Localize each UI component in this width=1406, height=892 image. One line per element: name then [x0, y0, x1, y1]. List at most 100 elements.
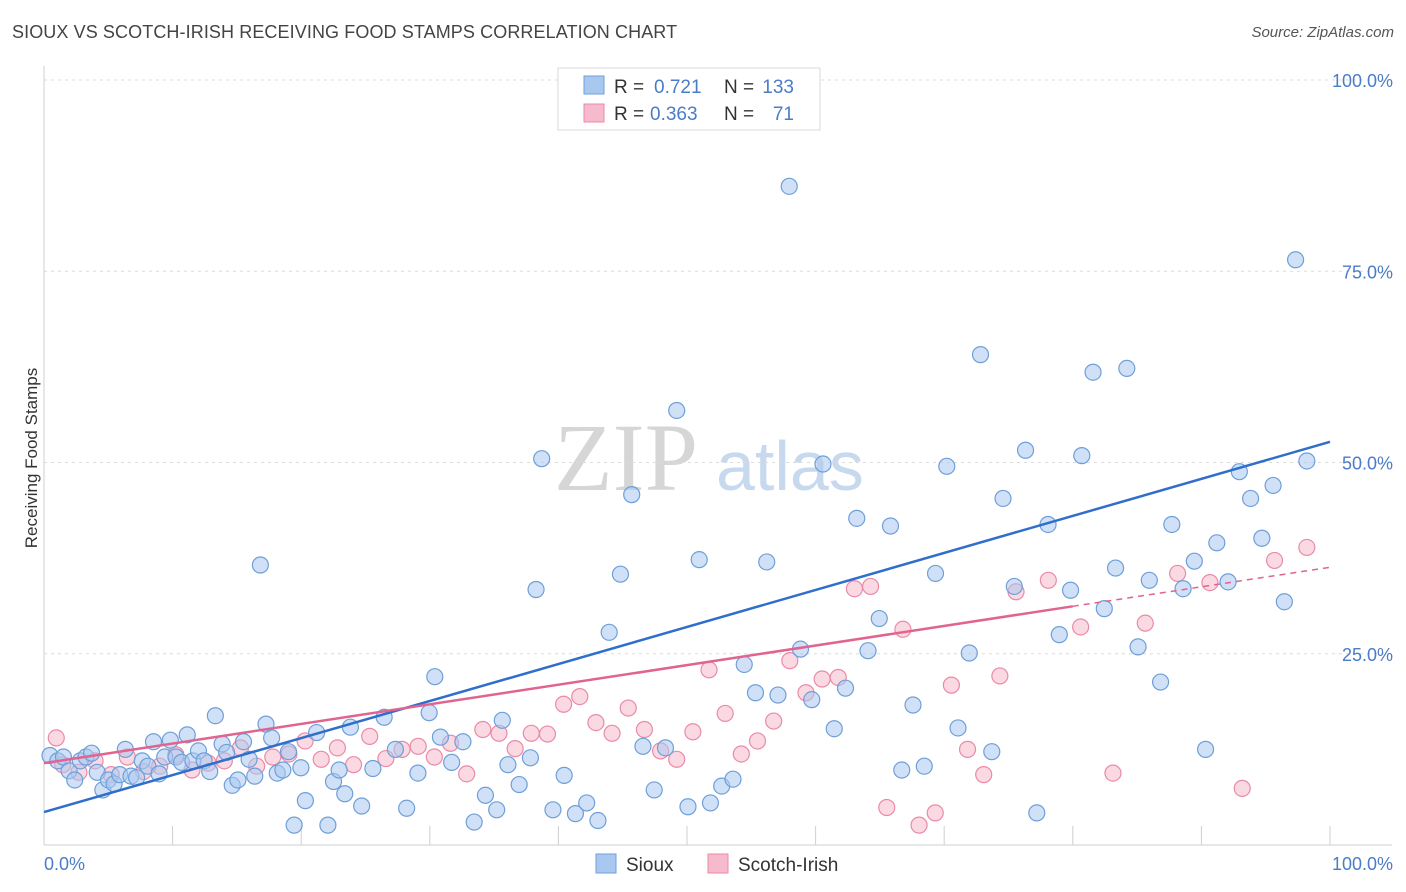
sioux-point: [251, 556, 269, 574]
sioux-point: [364, 759, 382, 778]
sioux-point: [1073, 447, 1091, 465]
tick-labels: 25.0% 50.0% 75.0% 100.0% 0.0% 100.0%: [44, 71, 1393, 874]
bottom-swatch-scotch: [707, 853, 729, 874]
sioux-point: [746, 684, 765, 702]
sioux-point: [578, 794, 596, 812]
sioux-point: [1151, 673, 1170, 691]
sioux-point: [589, 811, 607, 830]
x-tick-label: 0.0%: [44, 854, 85, 874]
sioux-point: [527, 580, 545, 599]
sioux-point: [1219, 573, 1237, 591]
sioux-point: [521, 749, 540, 767]
legend-swatch-sioux: [583, 75, 605, 95]
sioux-point: [971, 346, 990, 364]
sioux-point: [1275, 593, 1293, 611]
scotch-irish-point: [635, 720, 653, 739]
sioux-point: [1253, 529, 1271, 547]
scotch-irish-point: [361, 727, 379, 745]
legend-n-value-2: 71: [773, 104, 794, 125]
sioux-point: [1050, 626, 1068, 644]
sioux-point: [690, 551, 708, 569]
sioux-point: [780, 177, 798, 195]
scotch-irish-point: [1039, 571, 1057, 589]
sioux-point: [398, 799, 416, 817]
legend-n-label-1: N =: [724, 77, 754, 98]
sioux-point: [701, 794, 720, 812]
sioux-point: [1129, 638, 1147, 656]
sioux-point: [353, 797, 371, 815]
y-tick-label: 75.0%: [1342, 262, 1393, 282]
sioux-point: [285, 816, 303, 834]
sioux-point: [420, 704, 438, 722]
scotch-irish-point: [555, 695, 573, 713]
scotch-irish-point: [1168, 564, 1187, 583]
sioux-point: [1264, 476, 1282, 495]
sioux-point: [656, 739, 675, 757]
sioux-point: [263, 729, 281, 747]
sioux-point: [206, 707, 224, 725]
sioux-point: [1241, 489, 1260, 508]
sioux-point: [1005, 577, 1023, 596]
series-legend: Sioux Scotch-Irish: [595, 853, 838, 876]
sioux-point: [229, 771, 247, 789]
scotch-irish-point: [425, 748, 443, 766]
legend-n-value-1: 133: [762, 77, 794, 98]
sioux-point: [915, 757, 933, 775]
chart-title: SIOUX VS SCOTCH-IRISH RECEIVING FOOD STA…: [12, 22, 678, 42]
scotch-irish-point: [603, 724, 621, 742]
sioux-point: [493, 711, 511, 729]
sioux-point: [1028, 804, 1046, 822]
y-axis-label: Receiving Food Stamps: [22, 368, 41, 548]
sioux-point: [66, 771, 84, 789]
sioux-point: [178, 726, 196, 744]
sioux-point: [1185, 552, 1203, 570]
scotch-irish-point: [312, 750, 330, 768]
sioux-point: [645, 781, 663, 799]
legend-r-label-2: R =: [614, 104, 644, 125]
sioux-point: [431, 728, 450, 746]
scotch-irish-point: [1136, 614, 1154, 632]
scotch-irish-point: [975, 766, 993, 784]
sioux-point: [1174, 580, 1192, 598]
sioux-point: [292, 759, 310, 777]
sioux-point: [994, 489, 1012, 508]
scotch-irish-point: [538, 725, 557, 743]
sioux-point: [544, 801, 562, 819]
sioux-point: [488, 801, 506, 819]
trend-lines: [43, 440, 1331, 814]
sioux-point: [246, 767, 264, 785]
bottom-swatch-sioux: [595, 853, 617, 874]
scotch-irish-points: [47, 538, 1316, 834]
scotch-irish-point: [264, 748, 282, 766]
sioux-point: [234, 733, 253, 751]
sioux-point: [983, 743, 1001, 761]
sioux-trend-line: [43, 440, 1331, 814]
scotch-irish-point: [1072, 618, 1090, 636]
legend-r-label-1: R =: [614, 77, 644, 98]
bottom-legend-scotch: Scotch-Irish: [738, 855, 838, 876]
sioux-point: [426, 668, 444, 686]
sioux-point: [1163, 515, 1181, 534]
scotch-irish-point: [958, 740, 977, 758]
scotch-irish-trend-line: [43, 605, 1073, 765]
scotch-irish-point: [344, 756, 363, 774]
sioux-point: [1016, 441, 1035, 459]
sioux-point: [758, 553, 776, 571]
sioux-point: [454, 733, 472, 751]
legend-swatch-scotch: [583, 103, 605, 123]
sioux-point: [330, 761, 348, 779]
sioux-point: [1286, 251, 1305, 269]
sioux-point: [926, 564, 945, 583]
sioux-point: [836, 679, 855, 697]
sioux-point: [803, 691, 821, 709]
sioux-point: [274, 761, 292, 779]
scotch-irish-point: [1233, 779, 1251, 797]
sioux-point: [679, 798, 697, 816]
scotch-irish-point: [668, 750, 686, 768]
sioux-point: [296, 792, 314, 810]
legend-r-value-1: 0.721: [654, 77, 702, 98]
sioux-point: [1084, 363, 1102, 381]
scotch-irish-point: [587, 713, 605, 732]
sioux-point: [960, 644, 978, 662]
sioux-point: [859, 642, 877, 660]
